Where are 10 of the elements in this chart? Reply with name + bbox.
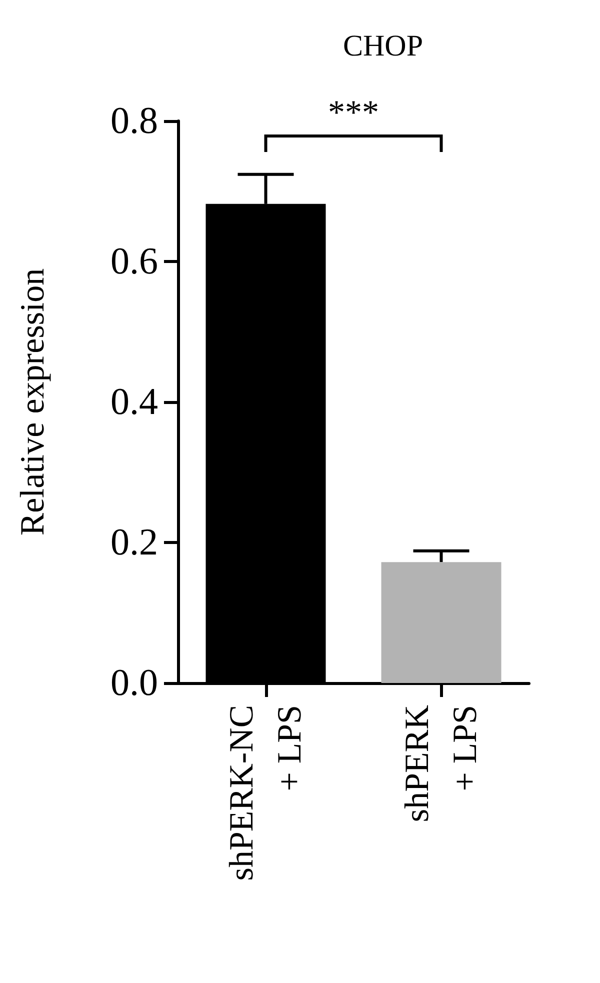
y-tick-label: 0.6 xyxy=(110,240,158,282)
y-tick-label: 0.0 xyxy=(110,662,158,704)
y-tick-label: 0.4 xyxy=(110,381,158,423)
y-tick-label: 0.8 xyxy=(110,100,158,142)
chart-title: CHOP xyxy=(342,30,424,62)
x-tick-label: shPERK-NC + LPS xyxy=(223,705,308,881)
y-axis-title: Relative expression xyxy=(14,268,52,536)
annotation: *** xyxy=(328,94,379,132)
y-tick-label: 0.2 xyxy=(110,522,158,564)
x-tick-label: shPERK + LPS xyxy=(398,704,484,822)
